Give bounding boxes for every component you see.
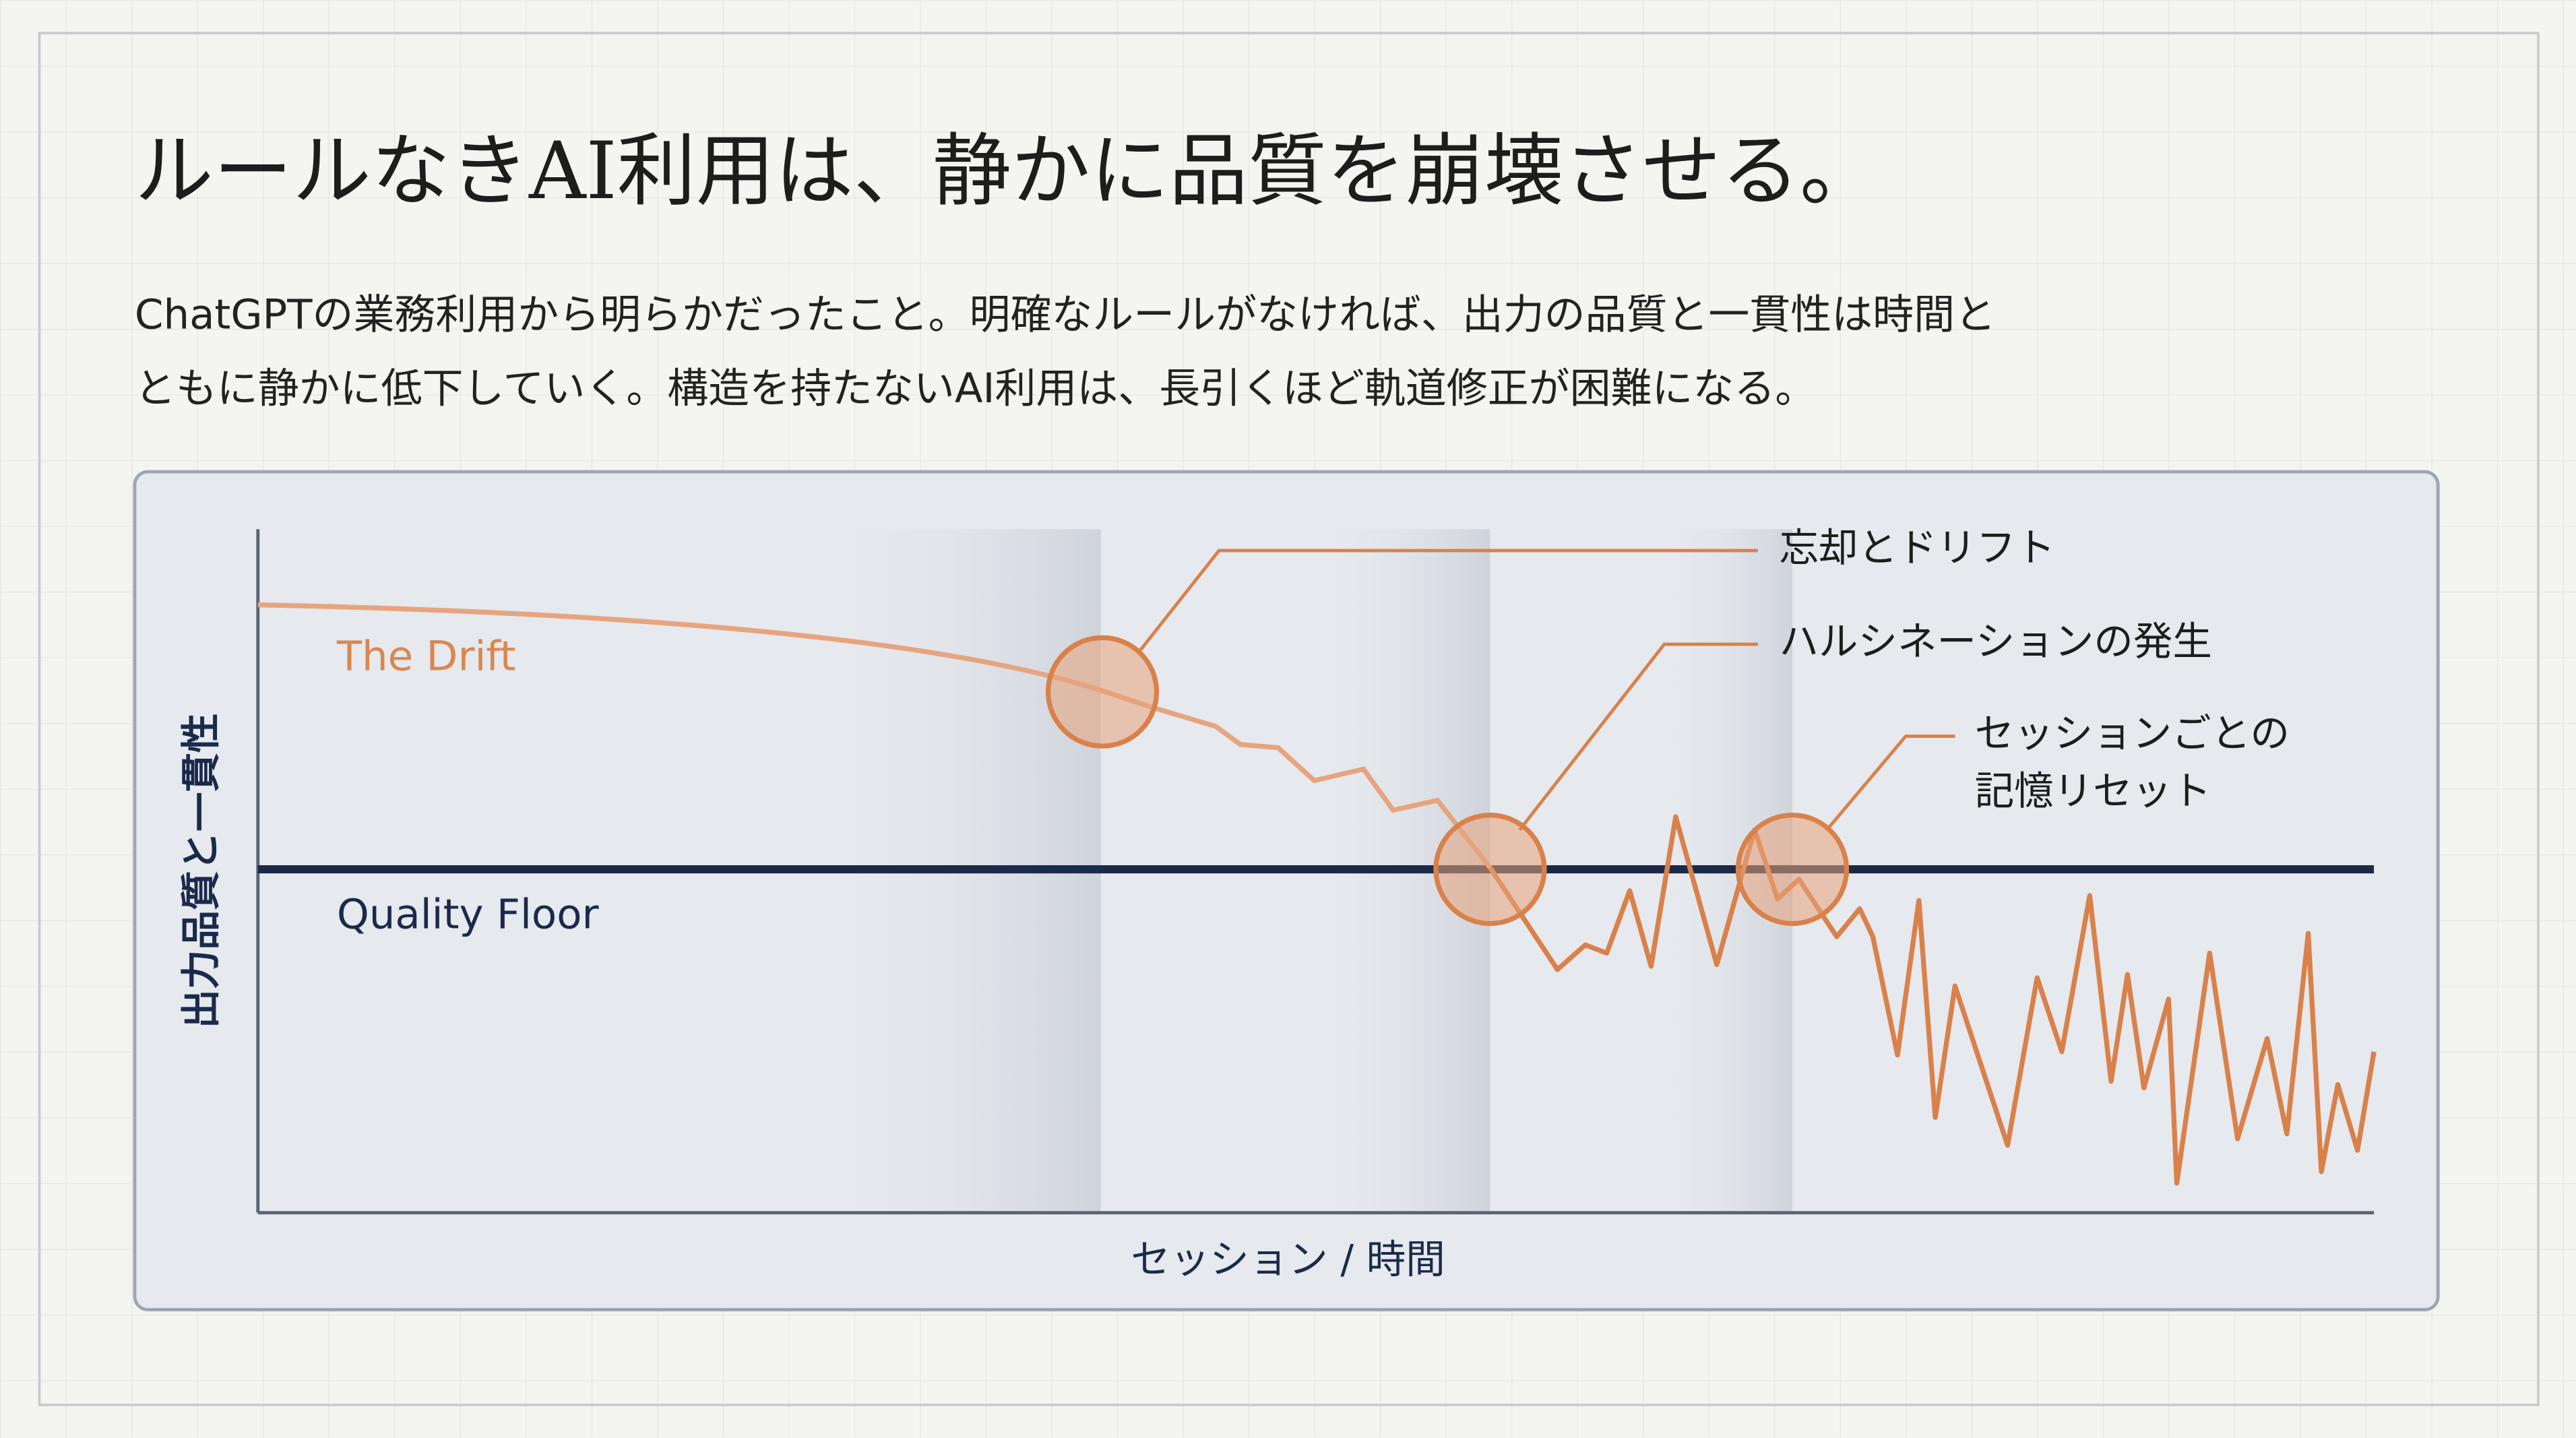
chart-panel: 忘却とドリフト ハルシネーションの発生 セッションごとの 記憶リセット The …: [133, 470, 2440, 1311]
y-axis-label: 出力品質と一貫性: [178, 714, 224, 1029]
panel: [133, 470, 2440, 1311]
annotation: セッションごとの: [1975, 711, 2290, 757]
highlight-circle: [1045, 635, 1160, 749]
x-axis-label: セッション / 時間: [1131, 1237, 1445, 1282]
title: ルールなきAI利用は、静かに品質を崩壊させる。: [135, 125, 1879, 217]
annotation: ハルシネーションの発生: [1780, 619, 2212, 664]
annotation: 忘却とドリフト: [1780, 525, 2056, 571]
annotation: 記憶リセット: [1975, 768, 2211, 814]
highlight-circle: [1735, 812, 1850, 927]
drift-line-faded: [257, 602, 1493, 869]
slide-frame: [38, 32, 2540, 1406]
description-line: ChatGPTの業務利用から明らかだったこと。明確なルールがなければ、出力の品質…: [135, 290, 1996, 338]
callout-line: [1825, 734, 1955, 832]
description-line: ともに静かに低下していく。構造を持たないAI利用は、長引くほど軌道修正が困難にな…: [135, 365, 1816, 412]
floor-label: Quality Floor: [337, 890, 600, 938]
callout-line: [1518, 642, 1758, 832]
drift-line: [1488, 814, 2377, 1186]
highlight-circle: [1433, 812, 1547, 927]
drift-label: The Drift: [336, 633, 516, 681]
callout-line: [1137, 549, 1758, 654]
